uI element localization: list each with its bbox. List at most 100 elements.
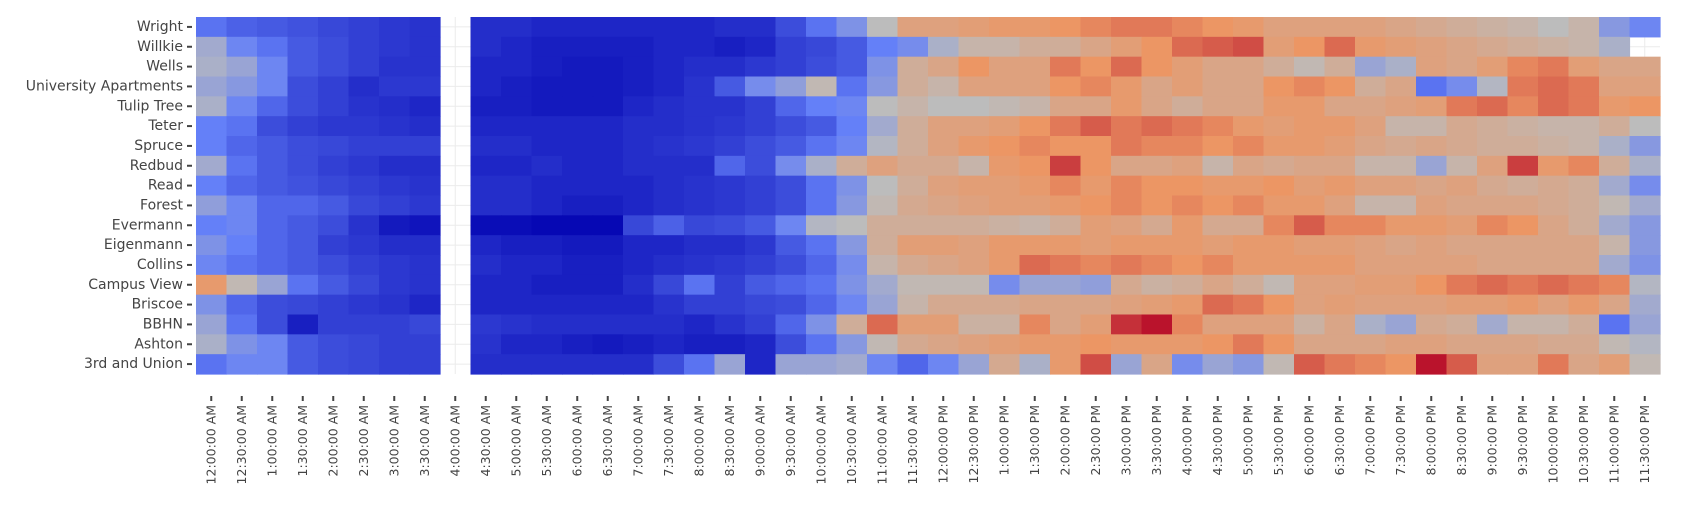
heatmap-cell: [1507, 136, 1539, 157]
heatmap-cell: [1507, 56, 1539, 78]
heatmap-cell: [1111, 96, 1143, 117]
heatmap-cell: [1538, 155, 1570, 177]
heatmap-cell: [1385, 17, 1417, 38]
heatmap-cell: [1446, 235, 1478, 256]
heatmap-cell: [409, 175, 441, 197]
heatmap-cell: [1111, 36, 1143, 58]
heatmap-cell: [867, 294, 899, 316]
x-tick-label: 11:00:00 PM: [1606, 405, 1621, 483]
heatmap-cell: [775, 294, 807, 316]
heatmap-cell: [1507, 195, 1539, 216]
heatmap-cell: [928, 17, 960, 38]
heatmap-cell: [1050, 56, 1082, 78]
heatmap-cell: [318, 274, 350, 296]
heatmap-cell: [623, 294, 655, 316]
heatmap-cell: [836, 96, 868, 117]
heatmap-cell: [287, 314, 319, 335]
heatmap-cell: [806, 17, 838, 38]
heatmap-cell: [928, 36, 960, 58]
heatmap-cell: [1416, 195, 1448, 216]
heatmap-cell: [867, 36, 899, 58]
heatmap-cell: [1446, 17, 1478, 38]
x-tick-label: 4:00:00 PM: [1179, 405, 1194, 475]
heatmap-cell: [348, 17, 380, 38]
heatmap-cell: [1080, 235, 1112, 256]
heatmap-cell: [1111, 294, 1143, 316]
heatmap-cell: [1019, 274, 1051, 296]
heatmap-cell: [928, 255, 960, 276]
heatmap-cell: [958, 116, 990, 137]
heatmap-cell: [226, 255, 258, 276]
heatmap-cell: [989, 294, 1021, 316]
heatmap-cell: [348, 294, 380, 316]
heatmap-cell: [1050, 195, 1082, 216]
heatmap-cell: [958, 274, 990, 296]
x-tick-label: 5:30:00 PM: [1271, 405, 1286, 475]
heatmap-cell: [1507, 17, 1539, 38]
heatmap-cell: [196, 175, 228, 197]
heatmap-cell: [501, 255, 533, 276]
heatmap-cell: [226, 116, 258, 137]
heatmap-cell: [196, 294, 228, 316]
heatmap-cell: [1416, 274, 1448, 296]
heatmap-cell: [226, 76, 258, 97]
heatmap-cell: [1416, 56, 1448, 78]
heatmap-cell: [806, 354, 838, 375]
heatmap-cell: [1172, 215, 1204, 236]
heatmap-cell: [470, 76, 502, 97]
heatmap-cell: [287, 334, 319, 355]
x-tick-label: 6:00:00 AM: [569, 405, 584, 477]
heatmap-cell: [1629, 56, 1661, 78]
heatmap-cell: [226, 17, 258, 38]
heatmap-cell: [226, 155, 258, 177]
heatmap-cell: [1355, 96, 1387, 117]
x-tick-label: 9:00:00 AM: [752, 405, 767, 477]
heatmap-cell: [653, 175, 685, 197]
heatmap-cell: [1263, 116, 1295, 137]
heatmap-cell: [592, 96, 624, 117]
heatmap-cell: [1477, 195, 1509, 216]
heatmap-cell: [1416, 17, 1448, 38]
heatmap-cell: [1568, 294, 1600, 316]
heatmap-cell: [1202, 17, 1234, 38]
heatmap-cell: [1416, 136, 1448, 157]
heatmap-cell: [287, 354, 319, 375]
heatmap-cell: [653, 17, 685, 38]
heatmap-cell: [226, 175, 258, 197]
heatmap-cell: [989, 334, 1021, 355]
heatmap-cell: [775, 17, 807, 38]
heatmap-cell: [1202, 195, 1234, 216]
heatmap-cell: [1294, 76, 1326, 97]
heatmap-cell: [653, 215, 685, 236]
heatmap-cell: [1568, 274, 1600, 296]
heatmap-cell: [1324, 235, 1356, 256]
y-tick-label: Collins: [137, 257, 183, 273]
heatmap-cell: [287, 215, 319, 236]
heatmap-cell: [806, 314, 838, 335]
heatmap-cell: [653, 255, 685, 276]
y-tick-label: Eigenmann: [104, 237, 183, 253]
heatmap-cell: [806, 235, 838, 256]
x-tick-label: 1:00:00 AM: [264, 405, 279, 477]
heatmap-cell: [257, 235, 289, 256]
heatmap-cell: [318, 136, 350, 157]
heatmap-cell: [1202, 76, 1234, 97]
heatmap-cell: [836, 155, 868, 177]
heatmap-cell: [1629, 294, 1661, 316]
heatmap-cell: [1080, 155, 1112, 177]
heatmap-cell: [1446, 334, 1478, 355]
heatmap-cell: [1599, 76, 1631, 97]
heatmap-cell: [806, 56, 838, 78]
heatmap-cell: [745, 155, 777, 177]
heatmap-cell: [257, 215, 289, 236]
y-tick-label: 3rd and Union: [84, 356, 183, 372]
heatmap-cell: [775, 155, 807, 177]
heatmap-cell: [1416, 155, 1448, 177]
heatmap-cell: [928, 175, 960, 197]
heatmap-cell: [501, 274, 533, 296]
heatmap-cell: [1202, 175, 1234, 197]
heatmap-cell: [806, 116, 838, 137]
heatmap-cell: [318, 56, 350, 78]
heatmap-cell: [745, 215, 777, 236]
heatmap-cell: [1080, 56, 1112, 78]
